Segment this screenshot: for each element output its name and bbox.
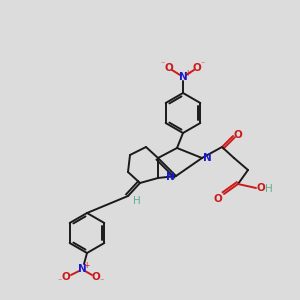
Text: O: O — [256, 183, 266, 193]
Text: ⁻: ⁻ — [161, 59, 165, 68]
Text: O: O — [165, 63, 173, 73]
Text: +: + — [184, 70, 190, 79]
Text: N: N — [178, 72, 188, 82]
Text: O: O — [92, 272, 100, 282]
Text: O: O — [193, 63, 201, 73]
Text: N: N — [202, 153, 211, 163]
Text: N: N — [78, 264, 86, 274]
Text: O: O — [234, 130, 242, 140]
Text: H: H — [133, 196, 141, 206]
Text: +: + — [83, 262, 89, 271]
Text: ⁻: ⁻ — [100, 277, 104, 286]
Text: ⁻: ⁻ — [201, 59, 205, 68]
Text: O: O — [61, 272, 70, 282]
Text: ⁻: ⁻ — [58, 277, 62, 286]
Text: O: O — [214, 194, 222, 204]
Text: N: N — [166, 172, 174, 182]
Text: H: H — [265, 184, 273, 194]
